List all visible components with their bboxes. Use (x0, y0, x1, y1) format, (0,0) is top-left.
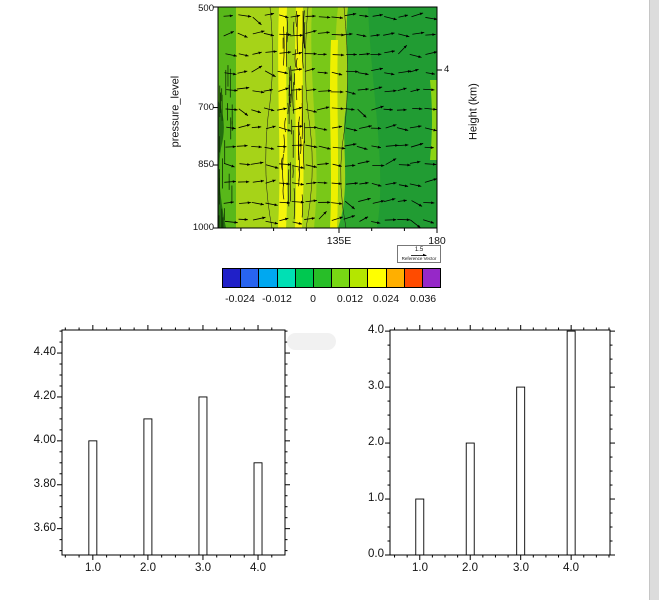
ytick-label: 4.20 (33, 390, 56, 402)
bar (566, 330, 576, 556)
overlay-artifact (287, 333, 336, 350)
colorbar-label: 0.036 (409, 293, 437, 305)
colorbar-segment (241, 269, 260, 287)
colorbar-label: 0.024 (372, 293, 400, 305)
ytick-label: 4.40 (33, 346, 56, 358)
ytick-label: 4 (444, 64, 450, 75)
bar (143, 418, 153, 556)
bar (415, 498, 425, 556)
ytick-label: 700 (198, 102, 214, 113)
ytick-label: 2.0 (368, 436, 384, 448)
ytick-label: 3.80 (33, 478, 56, 490)
ytick-label: 4.00 (33, 434, 56, 446)
ytick-label: 3.60 (33, 522, 56, 534)
right-axis-title: Height (km) (467, 83, 480, 141)
xtick-label: 135E (326, 235, 352, 247)
plot-frame (389, 329, 611, 556)
reference-vector-box: 1.5 Reference Vector (397, 245, 441, 263)
ytick-label: 1.0 (368, 492, 384, 504)
colorbar-segment (223, 269, 242, 287)
bar (253, 462, 263, 556)
ytick-label: 3.0 (368, 380, 384, 392)
reference-vector-arrow-icon (411, 253, 427, 256)
axes-and-bars (57, 6, 615, 560)
colorbar-segment (259, 269, 278, 287)
bar (465, 442, 475, 556)
colorbar-label: -0.012 (262, 293, 292, 305)
bar (88, 440, 98, 556)
contour-scribbles (218, 10, 306, 228)
xtick-label: 180 (428, 235, 446, 247)
xtick-label: 3.0 (513, 562, 529, 574)
bar (516, 386, 526, 556)
plot-frame (61, 329, 286, 556)
colorbar (222, 268, 441, 288)
colorbar-segment (422, 269, 441, 287)
xtick-label: 1.0 (412, 562, 428, 574)
colorbar-segment (350, 269, 369, 287)
xtick-label: 4.0 (563, 562, 579, 574)
ytick-label: 850 (198, 159, 214, 170)
ytick-label: 0.0 (368, 548, 384, 560)
colorbar-label: 0 (310, 293, 316, 305)
xtick-label: 2.0 (140, 562, 156, 574)
colorbar-segment (332, 269, 351, 287)
xtick-label: 1.0 (85, 562, 101, 574)
wind-vectors (223, 12, 437, 228)
colorbar-segment (277, 269, 296, 287)
colorbar-label: 0.012 (336, 293, 364, 305)
colorbar-label: -0.024 (225, 293, 255, 305)
ytick-label: 4.0 (368, 324, 384, 336)
colorbar-segment (295, 269, 314, 287)
xsec-field (218, 7, 437, 228)
bar (198, 396, 208, 556)
colorbar-segment (386, 269, 405, 287)
scrollbar[interactable] (649, 0, 659, 600)
xtick-label: 2.0 (462, 562, 478, 574)
reference-vector-caption: Reference Vector (401, 256, 437, 261)
colorbar-segment (313, 269, 333, 287)
ytick-label: 500 (198, 3, 214, 14)
ytick-label: 1000 (192, 222, 214, 233)
colorbar-segment (404, 269, 423, 287)
xtick-label: 3.0 (195, 562, 211, 574)
xtick-label: 4.0 (250, 562, 266, 574)
plot-frame (217, 6, 438, 229)
reference-vector-value: 1.5 (414, 247, 424, 253)
colorbar-segment (368, 269, 387, 287)
